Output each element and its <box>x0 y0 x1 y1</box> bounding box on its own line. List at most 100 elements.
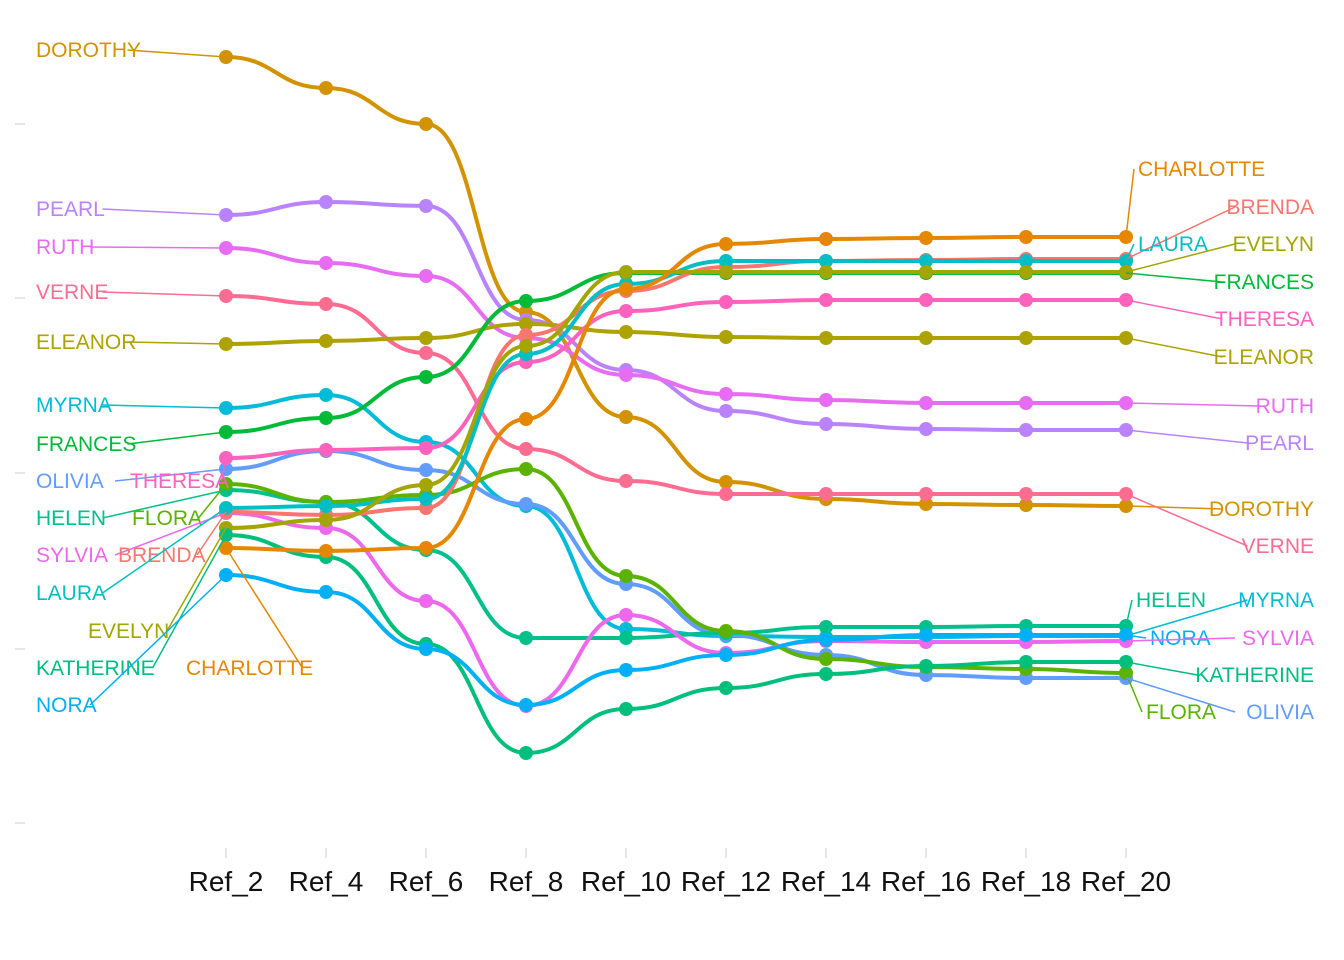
label-right-brenda: BRENDA <box>1226 196 1314 219</box>
point-ruth-ref_6 <box>419 269 433 283</box>
y-axis-ticks <box>15 123 25 824</box>
point-theresa-ref_6 <box>419 441 433 455</box>
label-leader-left-verne <box>102 291 227 297</box>
label-leader-right-theresa <box>1125 299 1223 320</box>
series-lines <box>224 55 1128 756</box>
x-tick-label: Ref_14 <box>781 866 871 897</box>
label-left-evelyn: EVELYN <box>88 620 169 643</box>
label-right-frances: FRANCES <box>1214 271 1314 294</box>
point-laura-ref_6 <box>419 492 433 506</box>
label-left-dorothy: DOROTHY <box>36 39 141 62</box>
label-right-verne: VERNE <box>1242 535 1314 558</box>
point-laura-ref_16 <box>919 254 933 268</box>
point-pearl-ref_4 <box>319 195 333 209</box>
series-line-dorothy <box>224 55 1128 508</box>
point-pearl-ref_12 <box>719 404 733 418</box>
point-pearl-ref_14 <box>819 417 833 431</box>
series-line-evelyn <box>224 269 1128 530</box>
point-dorothy-ref_4 <box>319 81 333 95</box>
point-nora-ref_10 <box>619 663 633 677</box>
point-ruth-ref_4 <box>319 256 333 270</box>
label-left-ruth: RUTH <box>36 236 94 259</box>
series-line-verne <box>224 294 1128 497</box>
label-leader-right-nora <box>1125 634 1147 639</box>
point-verne-ref_14 <box>819 487 833 501</box>
point-katherine-ref_12 <box>719 681 733 695</box>
label-leader-left-myrna <box>102 404 227 409</box>
point-dorothy-ref_12 <box>719 475 733 489</box>
point-verne-ref_8 <box>519 442 533 456</box>
point-katherine-ref_14 <box>819 667 833 681</box>
label-leader-right-pearl <box>1125 429 1248 444</box>
label-leader-right-katherine <box>1125 661 1198 676</box>
point-laura-ref_18 <box>1019 254 1033 268</box>
point-verne-ref_18 <box>1019 487 1033 501</box>
series-line-theresa <box>224 297 1128 460</box>
point-eleanor-ref_6 <box>419 331 433 345</box>
label-leader-left-dorothy <box>127 49 227 58</box>
point-laura-ref_12 <box>719 254 733 268</box>
label-right-laura: LAURA <box>1138 233 1208 256</box>
label-leader-right-brenda <box>1125 206 1236 260</box>
point-verne-ref_16 <box>919 487 933 501</box>
point-ruth-ref_18 <box>1019 396 1033 410</box>
point-helen-ref_10 <box>619 631 633 645</box>
point-eleanor-ref_10 <box>619 325 633 339</box>
point-eleanor-ref_4 <box>319 334 333 348</box>
point-myrna-ref_4 <box>319 388 333 402</box>
series-line-brenda <box>224 256 1128 518</box>
point-katherine-ref_8 <box>519 746 533 760</box>
label-leader-right-olivia <box>1125 677 1236 713</box>
point-laura-ref_4 <box>319 499 333 513</box>
point-dorothy-ref_10 <box>619 410 633 424</box>
label-leader-right-frances <box>1125 272 1223 283</box>
point-theresa-ref_12 <box>719 295 733 309</box>
point-evelyn-ref_10 <box>619 265 633 279</box>
point-nora-ref_14 <box>819 633 833 647</box>
label-leader-left-evelyn <box>166 527 227 632</box>
label-left-flora: FLORA <box>132 507 202 530</box>
label-leader-left-ruth <box>89 246 227 249</box>
series-line-charlotte <box>224 234 1128 554</box>
point-charlotte-ref_12 <box>719 237 733 251</box>
x-axis: Ref_2 Ref_4 Ref_6 Ref_8 Ref_10 Ref_12 Ref_14 Re… <box>189 848 1171 897</box>
label-left-myrna: MYRNA <box>36 394 112 417</box>
label-leader-left-charlotte <box>225 547 304 669</box>
label-right-ruth: RUTH <box>1256 395 1314 418</box>
label-leader-left-helen <box>102 489 227 519</box>
point-sylvia-ref_6 <box>419 594 433 608</box>
point-helen-ref_8 <box>519 631 533 645</box>
point-theresa-ref_18 <box>1019 293 1033 307</box>
label-right-katherine: KATHERINE <box>1195 664 1314 687</box>
point-olivia-ref_8 <box>519 497 533 511</box>
series-line-olivia <box>224 448 1128 681</box>
label-leader-left-katherine <box>151 534 227 669</box>
x-tick-label: Ref_10 <box>581 866 671 897</box>
x-tick-label: Ref_18 <box>981 866 1071 897</box>
label-left-helen: HELEN <box>36 507 106 530</box>
label-leader-right-myrna <box>1125 599 1248 637</box>
label-right-theresa: THERESA <box>1215 308 1314 331</box>
label-leader-left-brenda <box>196 511 227 556</box>
x-tick-label: Ref_4 <box>289 866 364 897</box>
label-leader-left-flora <box>197 483 227 519</box>
series-line-pearl <box>224 199 1128 433</box>
point-verne-ref_12 <box>719 487 733 501</box>
label-right-flora: FLORA <box>1146 701 1216 724</box>
point-eleanor-ref_14 <box>819 331 833 345</box>
x-tick-label: Ref_6 <box>389 866 464 897</box>
label-right-pearl: PEARL <box>1245 432 1314 455</box>
label-left-katherine: KATHERINE <box>36 657 155 680</box>
point-flora-ref_8 <box>519 462 533 476</box>
point-flora-ref_10 <box>619 569 633 583</box>
point-verne-ref_4 <box>319 297 333 311</box>
point-frances-ref_6 <box>419 370 433 384</box>
label-leader-left-pearl <box>102 208 227 216</box>
point-katherine-ref_18 <box>1019 655 1033 669</box>
point-charlotte-ref_10 <box>619 282 633 296</box>
point-evelyn-ref_12 <box>719 265 733 279</box>
point-charlotte-ref_16 <box>919 231 933 245</box>
point-verne-ref_10 <box>619 474 633 488</box>
label-left-olivia: OLIVIA <box>36 470 104 493</box>
